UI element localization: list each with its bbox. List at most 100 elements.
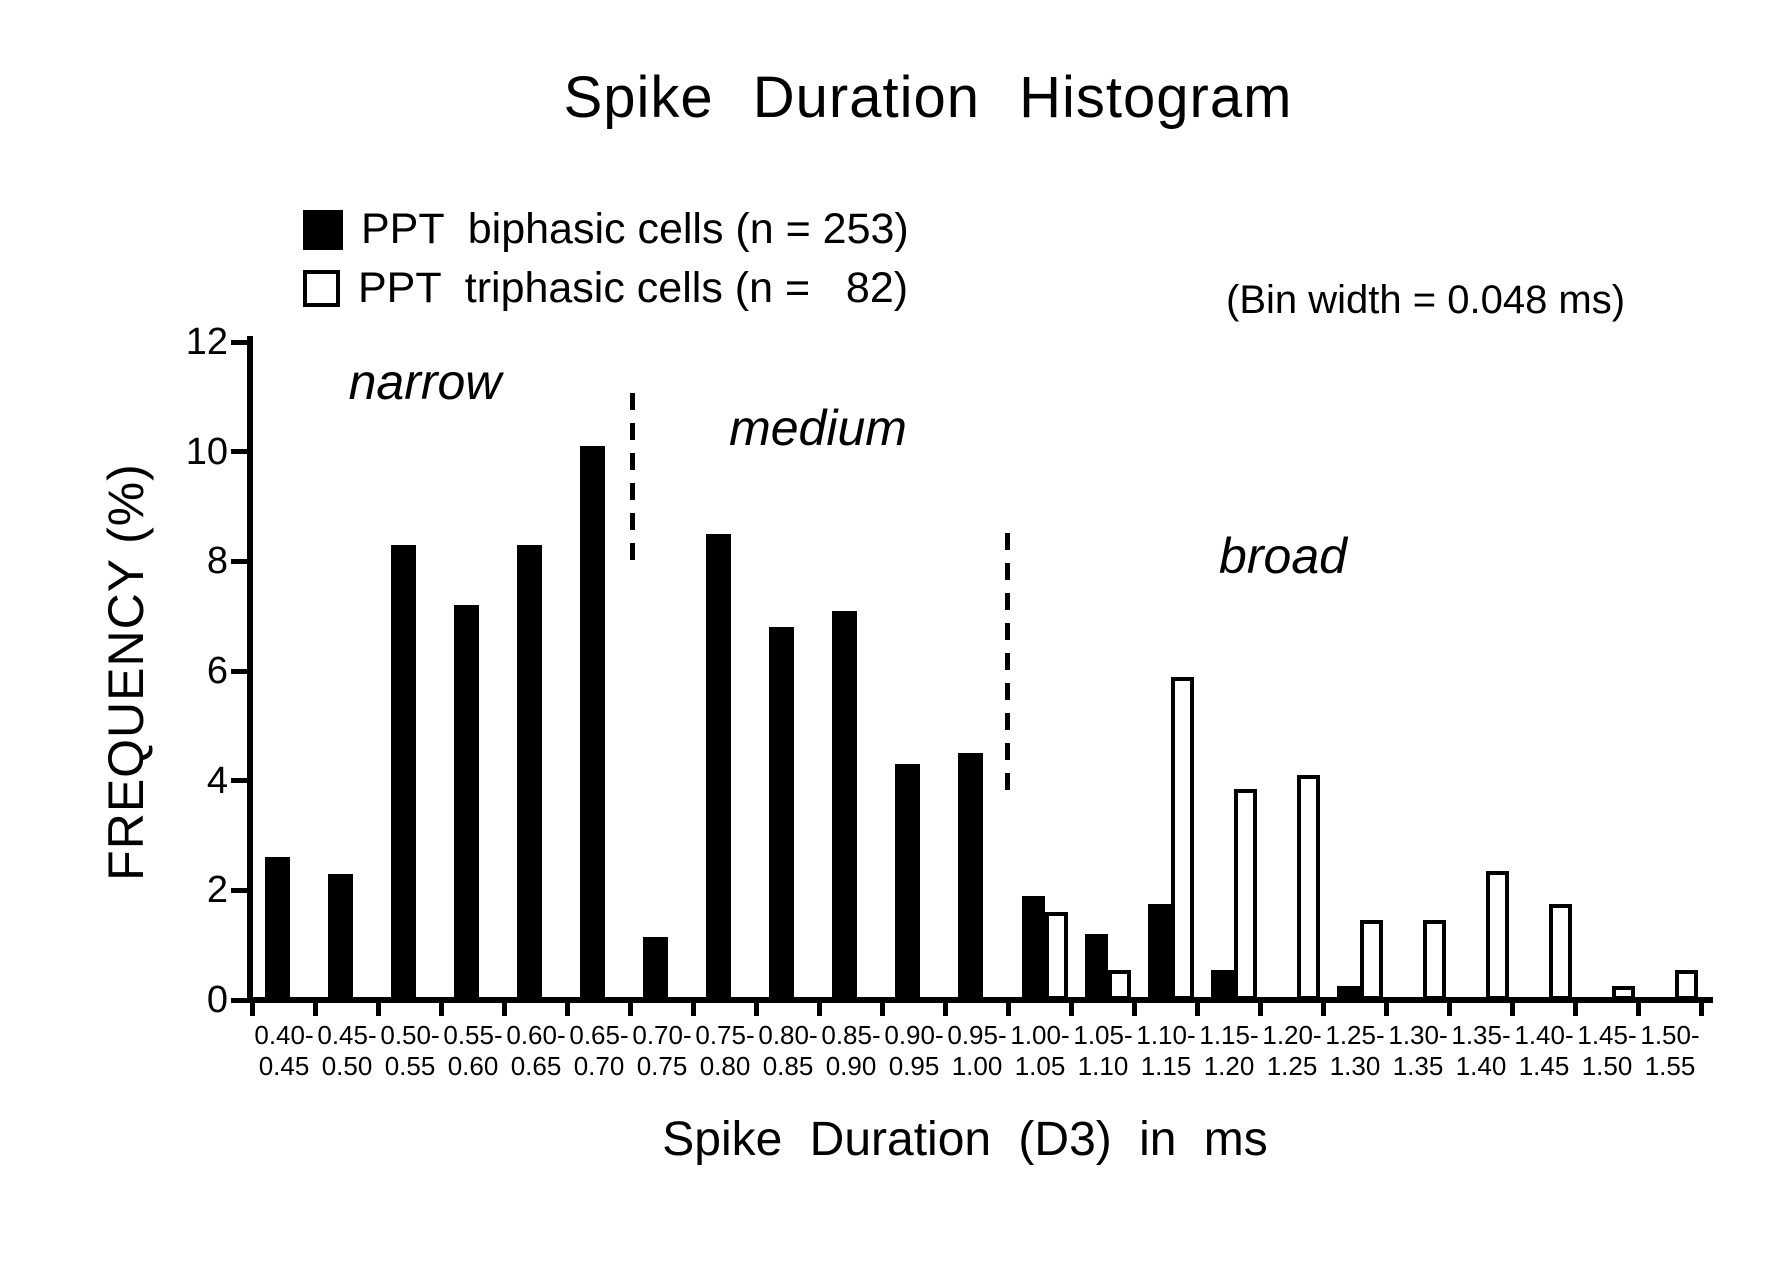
bar-triphasic [1234,788,1257,1000]
legend-label-triphasic: PPT triphasic cells (n = 82) [358,264,909,312]
bar-biphasic [517,544,542,1000]
x-tick [312,1003,318,1016]
legend-label-biphasic: PPT biphasic cells (n = 253) [361,205,909,253]
legend-row-biphasic: PPT biphasic cells (n = 253) [303,200,909,259]
x-axis-line [247,997,1713,1003]
x-tick [1572,1003,1578,1016]
bar-triphasic [1486,871,1509,1000]
x-tick [375,1003,381,1016]
x-tick [1257,1003,1263,1016]
x-tick-label: 0.95- 1.00 [947,1020,1007,1081]
x-tick-label: 1.15- 1.20 [1199,1020,1259,1081]
bar-biphasic [328,873,353,1000]
y-tick [231,558,247,564]
x-tick-label: 0.70- 0.75 [632,1020,692,1081]
y-axis-title: FREQUENCY (%) [98,463,154,881]
section-label-narrow: narrow [348,354,502,410]
bar-triphasic [1360,920,1383,1000]
bar-biphasic [769,627,794,1000]
narrow-medium-divider [630,393,635,569]
y-tick-label: 8 [206,540,228,583]
bar-biphasic [391,544,416,1000]
x-tick-label: 1.10- 1.15 [1136,1020,1196,1081]
x-tick [1383,1003,1389,1016]
y-tick [231,339,247,345]
y-tick [231,668,247,674]
x-tick-label: 1.25- 1.30 [1325,1020,1385,1081]
legend: PPT biphasic cells (n = 253) PPT triphas… [303,200,909,318]
x-tick [1320,1003,1326,1016]
x-tick [1005,1003,1011,1016]
x-tick [627,1003,633,1016]
bar-biphasic [580,446,605,1000]
section-label-broad: broad [1219,528,1347,584]
bar-triphasic [1045,912,1068,1000]
x-tick-label: 1.30- 1.35 [1388,1020,1448,1081]
x-tick-label: 0.90- 0.95 [884,1020,944,1081]
y-tick-label: 4 [206,759,228,802]
x-tick [1131,1003,1137,1016]
bar-triphasic [1297,775,1320,1000]
y-tick-label: 6 [206,650,228,693]
x-tick [1068,1003,1074,1016]
x-tick [1509,1003,1515,1016]
bar-triphasic [1108,969,1131,1000]
x-tick-label: 1.35- 1.40 [1451,1020,1511,1081]
y-tick [231,997,247,1003]
bar-biphasic [1337,986,1360,1000]
x-tick-label: 0.60- 0.65 [506,1020,566,1081]
x-tick-label: 1.40- 1.45 [1514,1020,1574,1081]
bar-biphasic [832,610,857,1000]
x-tick-label: 0.85- 0.90 [821,1020,881,1081]
x-tick-label: 1.00- 1.05 [1010,1020,1070,1081]
bar-biphasic [265,857,290,1000]
y-tick [231,449,247,455]
section-label-medium: medium [729,400,907,456]
chart-title: Spike Duration Histogram [563,65,1293,130]
x-tick-label: 0.40- 0.45 [254,1020,314,1081]
x-tick [438,1003,444,1016]
x-tick [753,1003,759,1016]
x-tick-label: 0.75- 0.80 [695,1020,755,1081]
bar-biphasic [454,605,479,1000]
filled-square-icon [303,209,343,250]
x-tick-label: 1.05- 1.10 [1073,1020,1133,1081]
bar-biphasic [706,533,731,1000]
bar-triphasic [1612,986,1635,1000]
legend-row-triphasic: PPT triphasic cells (n = 82) [303,259,909,318]
x-tick [816,1003,822,1016]
x-tick [249,1003,255,1016]
bar-triphasic [1675,969,1698,1000]
bar-biphasic [958,753,983,1000]
y-tick-label: 12 [185,321,228,364]
x-tick-label: 0.55- 0.60 [443,1020,503,1081]
bar-triphasic [1171,676,1194,1000]
x-tick-label: 1.50- 1.55 [1640,1020,1700,1081]
x-tick-label: 0.65- 0.70 [569,1020,629,1081]
bar-biphasic [1148,904,1171,1000]
x-tick-label: 0.45- 0.50 [317,1020,377,1081]
bar-biphasic [895,764,920,1000]
y-tick-label: 0 [206,979,228,1021]
bar-triphasic [1549,904,1572,1000]
y-tick [231,778,247,784]
x-tick [690,1003,696,1016]
medium-broad-divider [1005,533,1010,801]
x-tick [501,1003,507,1016]
bin-width-note: (Bin width = 0.048 ms) [1226,278,1626,322]
open-square-icon [303,270,340,307]
x-tick [942,1003,948,1016]
y-axis-line [247,336,253,1003]
bar-biphasic [1022,895,1045,1000]
x-tick [1635,1003,1641,1016]
x-tick-label: 1.45- 1.50 [1577,1020,1637,1081]
x-tick [1194,1003,1200,1016]
bar-biphasic [643,936,668,1000]
x-tick [879,1003,885,1016]
bar-biphasic [1211,969,1234,1000]
x-tick-label: 1.20- 1.25 [1262,1020,1322,1081]
y-tick [231,887,247,893]
x-tick-label: 0.80- 0.85 [758,1020,818,1081]
x-tick [564,1003,570,1016]
